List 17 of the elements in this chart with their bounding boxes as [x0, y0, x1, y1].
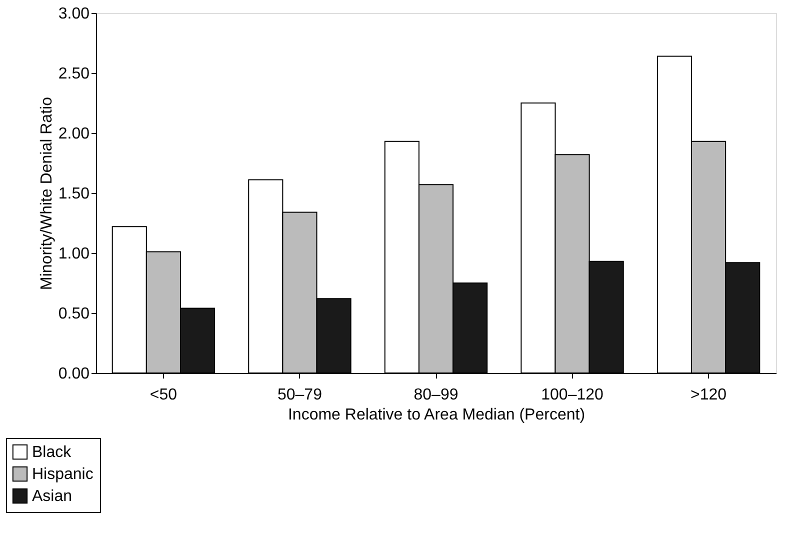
y-tick-label: 2.50: [58, 66, 90, 82]
legend-label: Asian: [32, 488, 72, 505]
x-tick-label: 100–120: [541, 386, 604, 404]
y-tick-label: 0.00: [58, 366, 90, 382]
y-axis-title: Minority/White Denial Ratio: [38, 96, 56, 290]
y-tick-label: 2.00: [58, 126, 90, 142]
legend-label: Black: [32, 444, 72, 461]
x-tick-label: >120: [690, 386, 727, 404]
x-axis-title: Income Relative to Area Median (Percent): [288, 406, 586, 424]
y-tick-label: 1.50: [58, 186, 90, 202]
y-tick-label: 1.00: [58, 246, 90, 262]
x-tick-label: 50–79: [277, 386, 322, 404]
legend-label: Hispanic: [32, 466, 94, 483]
y-tick-label: 0.50: [58, 306, 90, 322]
x-tick-label: 80–99: [414, 386, 458, 404]
x-tick-label: <50: [150, 386, 178, 404]
y-tick-label: 3.00: [58, 6, 90, 22]
